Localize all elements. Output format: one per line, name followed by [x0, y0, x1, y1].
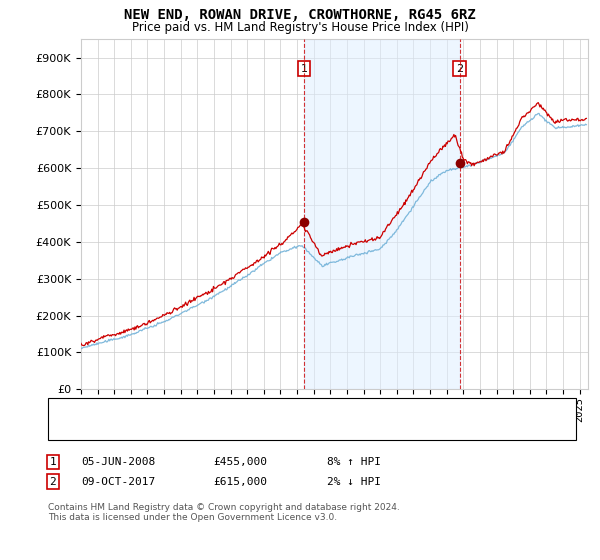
Bar: [304, 39, 460, 389]
Text: 2% ↓ HPI: 2% ↓ HPI: [327, 477, 381, 487]
Text: NEW END, ROWAN DRIVE, CROWTHORNE, RG45 6RZ: NEW END, ROWAN DRIVE, CROWTHORNE, RG45 6…: [124, 8, 476, 22]
Text: £615,000: £615,000: [213, 477, 267, 487]
Text: 8% ↑ HPI: 8% ↑ HPI: [327, 457, 381, 467]
Text: £455,000: £455,000: [213, 457, 267, 467]
Text: 09-OCT-2017: 09-OCT-2017: [81, 477, 155, 487]
Text: HPI: Average price, detached house, Wokingham: HPI: Average price, detached house, Woki…: [96, 423, 350, 433]
Text: 05-JUN-2008: 05-JUN-2008: [81, 457, 155, 467]
Text: NEW END, ROWAN DRIVE, CROWTHORNE, RG45 6RZ (detached house): NEW END, ROWAN DRIVE, CROWTHORNE, RG45 6…: [96, 404, 465, 414]
Text: 1: 1: [301, 64, 308, 74]
Text: Price paid vs. HM Land Registry's House Price Index (HPI): Price paid vs. HM Land Registry's House …: [131, 21, 469, 34]
Text: 1: 1: [49, 457, 56, 467]
Text: Contains HM Land Registry data © Crown copyright and database right 2024.
This d: Contains HM Land Registry data © Crown c…: [48, 503, 400, 522]
Text: 2: 2: [49, 477, 56, 487]
Text: 2: 2: [456, 64, 463, 74]
